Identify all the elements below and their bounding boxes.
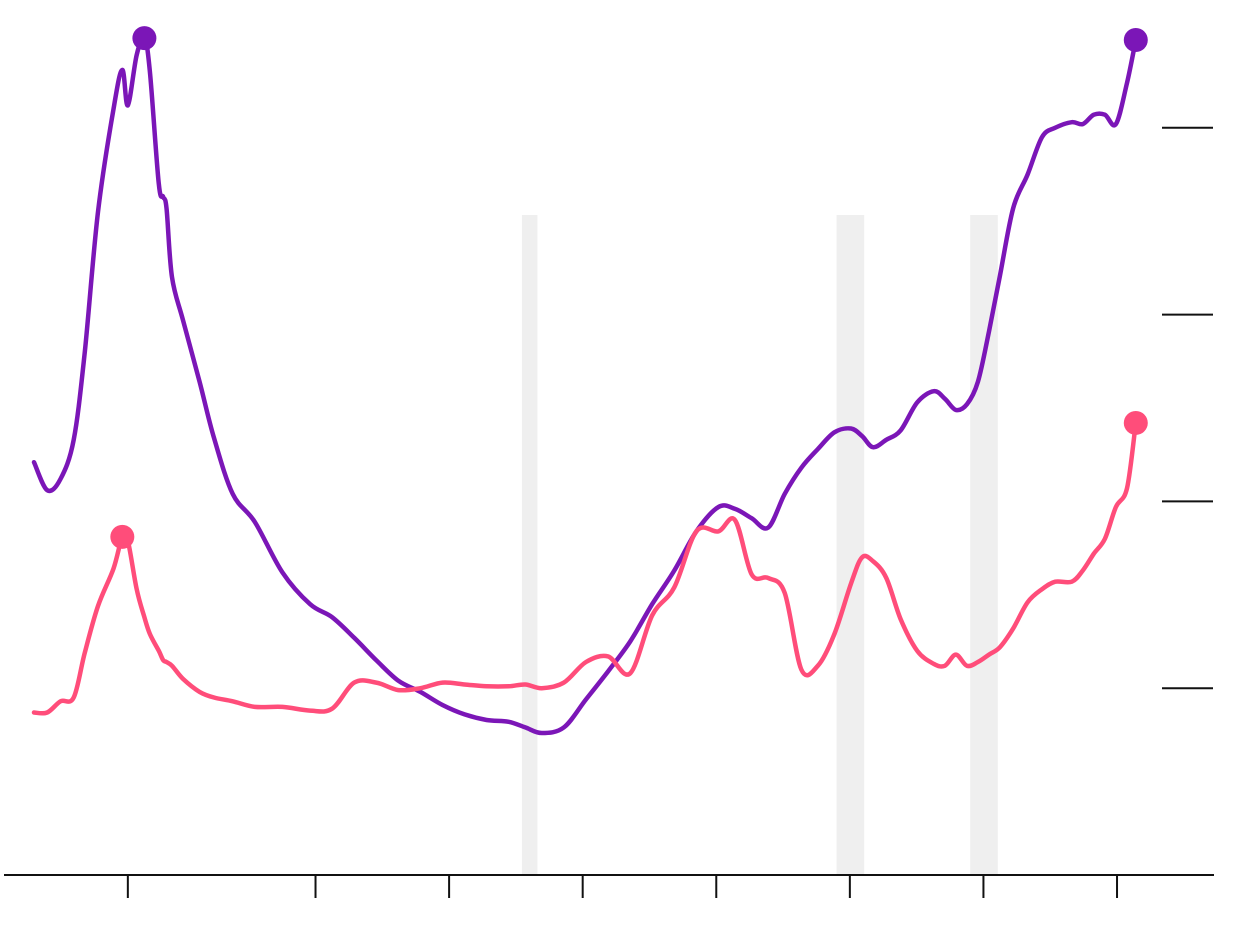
series-line-1	[31, 35, 1139, 736]
shaded-band-2	[836, 215, 865, 875]
series-group	[31, 35, 1139, 736]
series-line-2	[31, 420, 1139, 716]
shaded-bands	[521, 215, 998, 875]
series-2-peak-marker	[110, 524, 135, 549]
series-markers	[110, 26, 1148, 549]
series-1-last-marker	[1123, 28, 1148, 53]
y-ticks	[1162, 126, 1213, 690]
shaded-band-3	[970, 215, 998, 875]
series-1-peak-marker	[132, 26, 157, 51]
shaded-band-1	[521, 215, 538, 875]
x-ticks	[126, 875, 1119, 898]
series-2-last-marker	[1123, 410, 1148, 435]
